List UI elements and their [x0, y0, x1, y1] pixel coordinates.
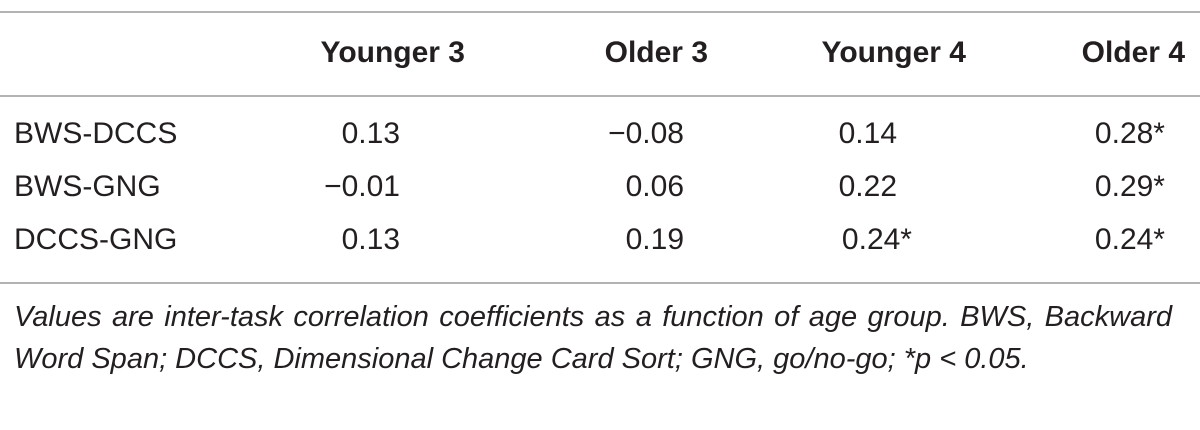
table: Younger 3 Older 3 Younger 4 Older 4 BWS-DCCS…	[0, 11, 1200, 284]
row-label: BWS-GNG	[14, 170, 161, 203]
column-header: Younger 4	[822, 36, 967, 69]
cell-value: 0.29*	[1095, 170, 1165, 203]
row-label: DCCS-GNG	[14, 223, 177, 256]
cell-value: 0.22	[839, 170, 897, 203]
cell-value: 0.06	[626, 170, 684, 203]
column-header: Older 4	[1082, 36, 1186, 69]
column-header: Younger 3	[321, 36, 465, 69]
cell-value: 0.13	[342, 223, 400, 256]
cell-value: 0.19	[626, 223, 684, 256]
cell-value: 0.13	[342, 117, 400, 150]
column-header: Older 3	[605, 36, 708, 69]
cell-value: 0.24*	[842, 223, 912, 256]
cell-value: 0.28*	[1095, 117, 1165, 150]
cell-value: 0.14	[839, 117, 897, 150]
cell-value: −0.08	[608, 117, 684, 150]
cell-value: 0.24*	[1095, 223, 1165, 256]
row-label: BWS-DCCS	[14, 117, 177, 150]
cell-value: −0.01	[324, 170, 400, 203]
footnote: Values are inter-task correlation coeffi…	[14, 301, 1172, 375]
